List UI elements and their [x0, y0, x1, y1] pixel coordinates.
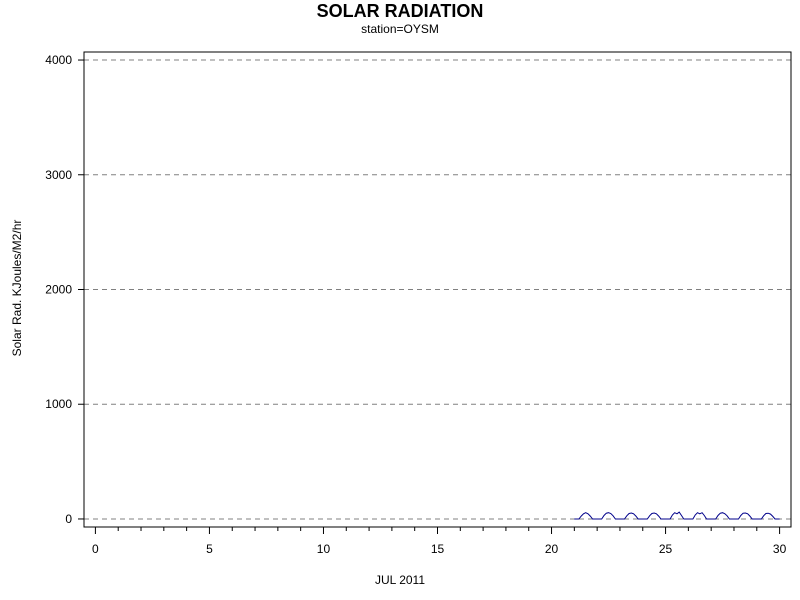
chart-title: SOLAR RADIATION: [316, 1, 484, 21]
series-layer: [574, 511, 780, 520]
chart-subtitle: station=OYSM: [361, 22, 439, 36]
x-tick-label: 0: [92, 542, 99, 556]
x-tick-label: 5: [206, 542, 213, 556]
x-tick-label: 20: [545, 542, 559, 556]
series-line: [574, 511, 780, 520]
grid-layer: [84, 59, 791, 520]
x-tick-label: 30: [773, 542, 787, 556]
y-tick-label: 1000: [45, 397, 72, 411]
y-tick-label: 4000: [45, 53, 72, 67]
x-tick-label: 25: [659, 542, 673, 556]
x-tick-label: 15: [431, 542, 445, 556]
x-axis-label: JUL 2011: [374, 573, 426, 587]
y-tick-label: 2000: [45, 283, 72, 297]
y-tick-label: 0: [65, 512, 72, 526]
y-tick-label: 3000: [45, 168, 72, 182]
y-axis-ticks: 0 1000 2000 3000 4000: [45, 53, 84, 526]
x-axis-ticks: 0 5 10 15 20 25 30: [92, 527, 787, 556]
x-tick-label: 10: [317, 542, 331, 556]
